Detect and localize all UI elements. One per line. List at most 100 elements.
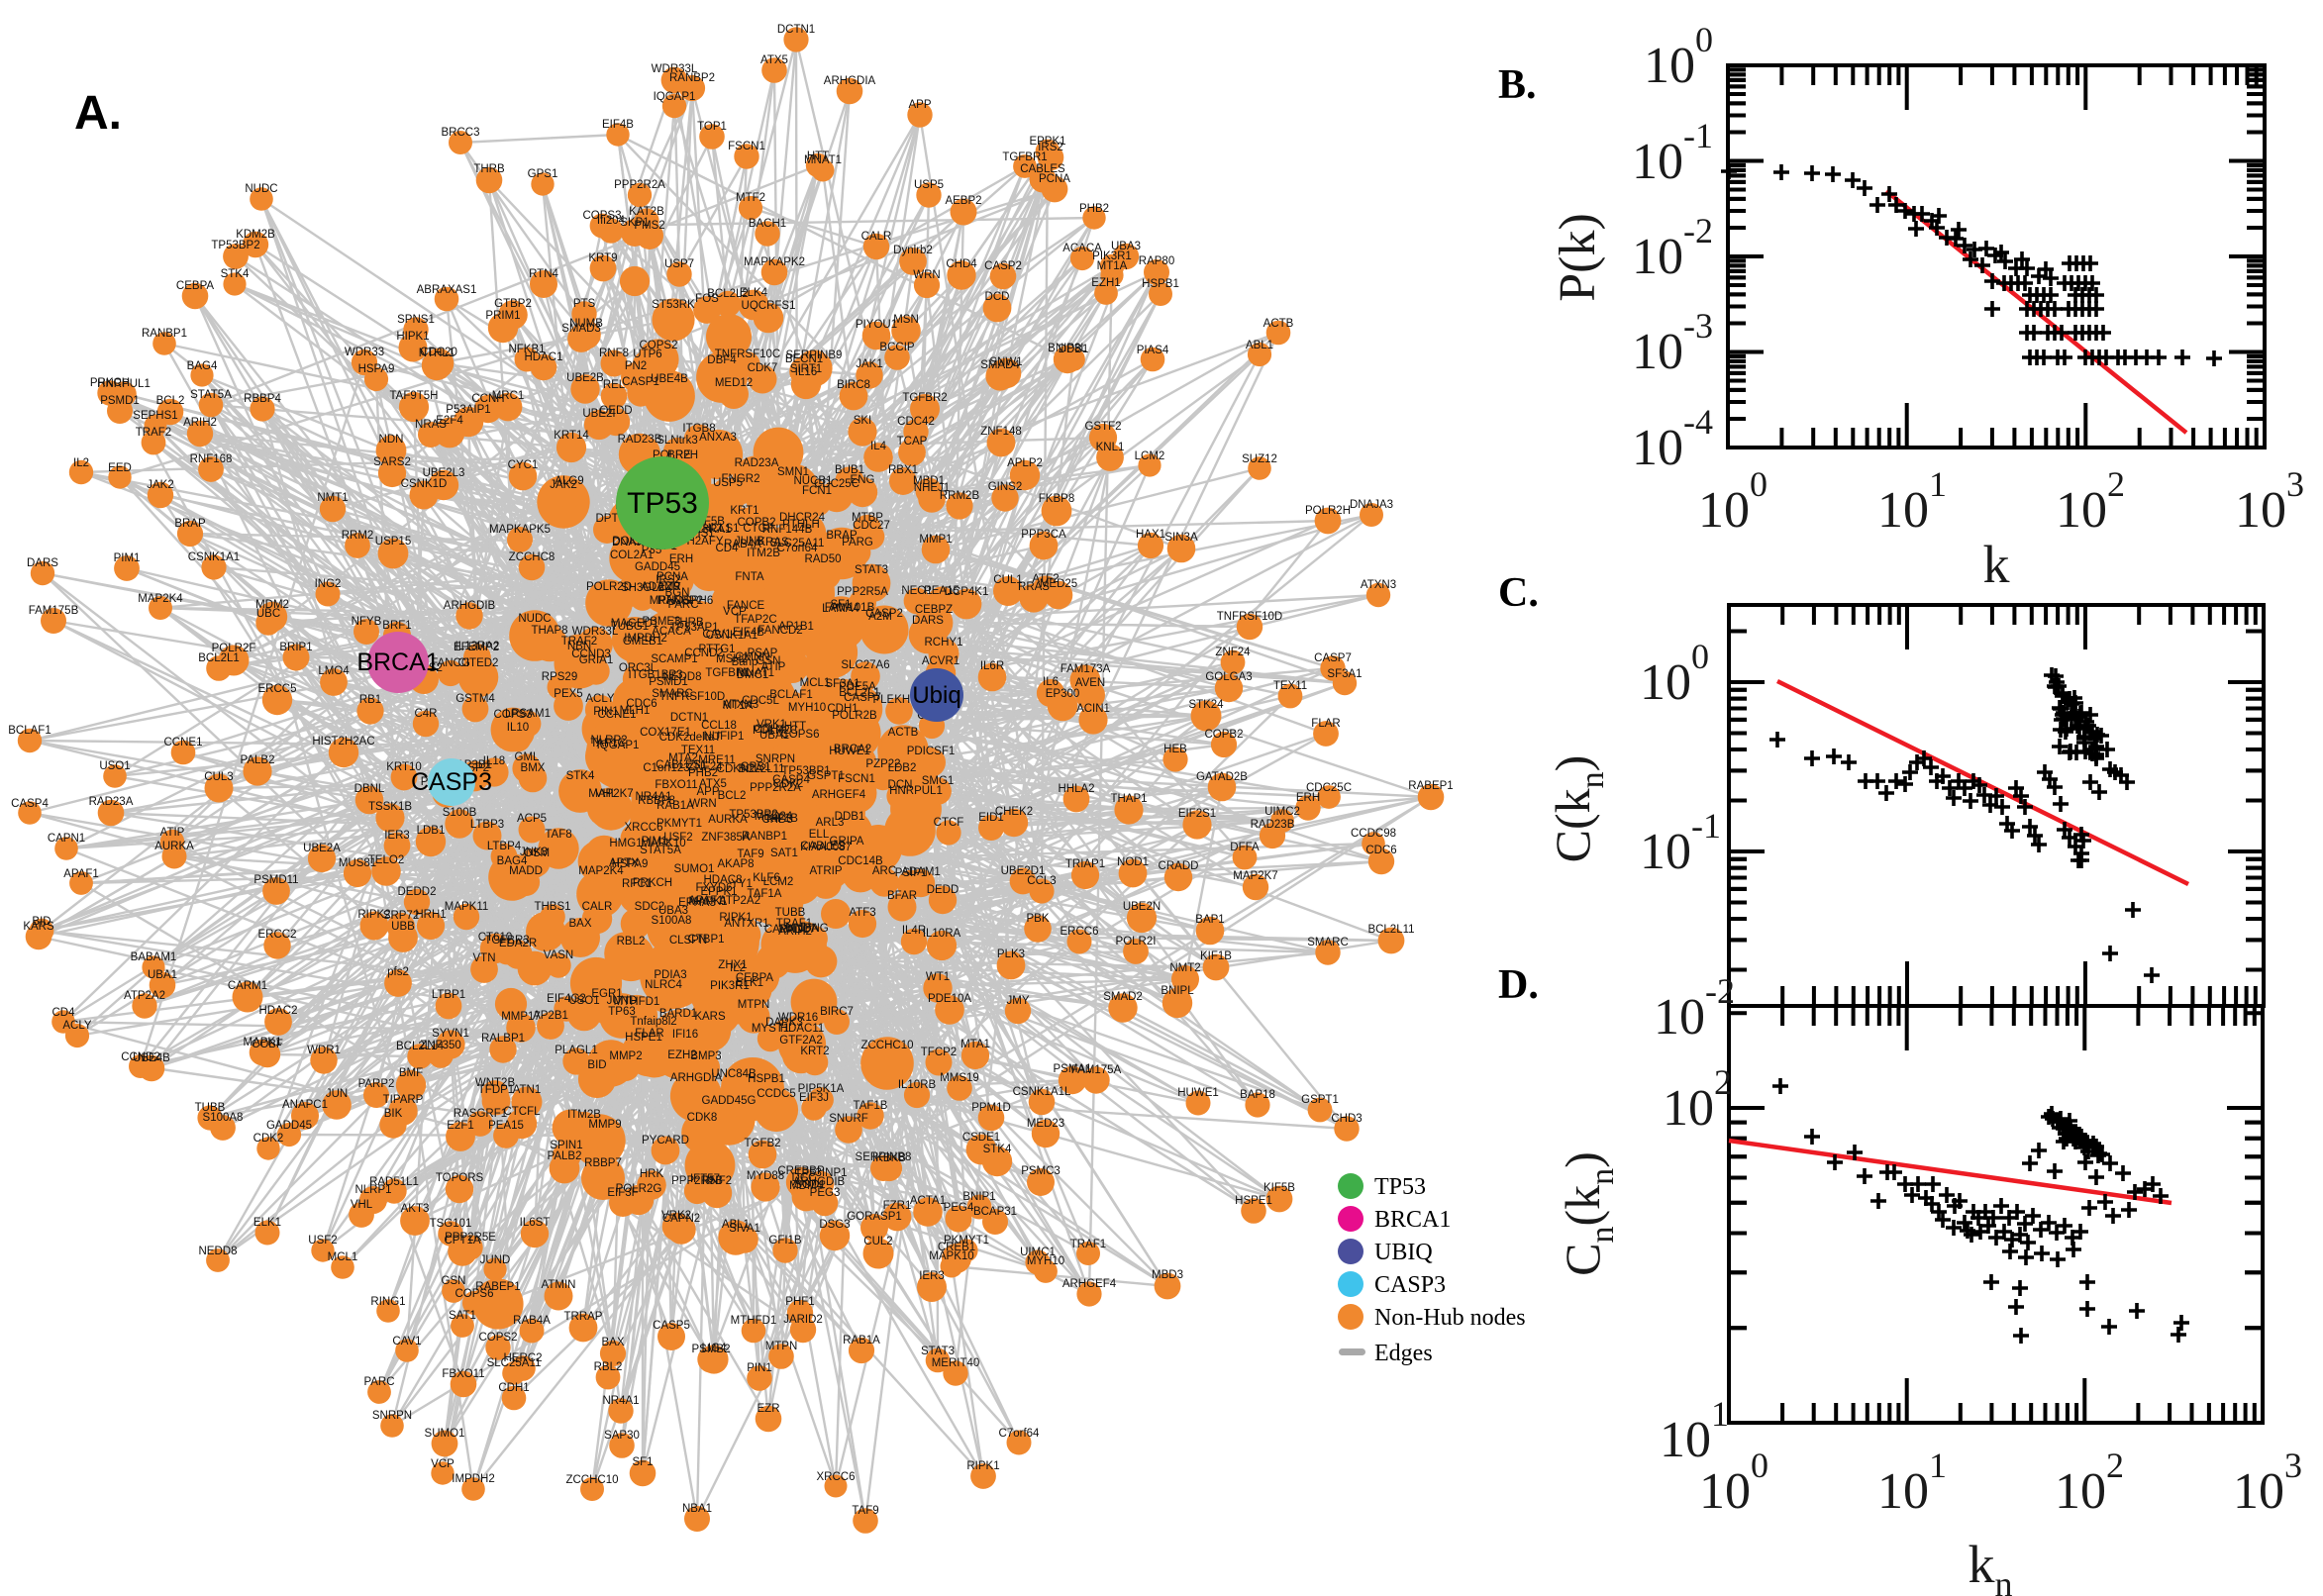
svg-text:RING1: RING1 [370, 1296, 405, 1308]
svg-text:MED23: MED23 [1027, 1118, 1064, 1130]
svg-text:D.: D. [1498, 962, 1539, 1008]
svg-text:SIN3A: SIN3A [1164, 532, 1198, 544]
svg-text:THAP8: THAP8 [531, 625, 567, 637]
svg-text:SYVN1: SYVN1 [432, 1028, 469, 1040]
svg-text:ATRIP: ATRIP [809, 865, 842, 877]
svg-text:CTCFL: CTCFL [503, 1106, 541, 1118]
svg-text:GINS2: GINS2 [988, 481, 1023, 493]
svg-text:LTBP1: LTBP1 [432, 989, 465, 1001]
svg-text:PEG4: PEG4 [944, 1202, 974, 1214]
svg-text:RNF168: RNF168 [190, 453, 233, 465]
svg-text:APTX: APTX [609, 857, 639, 869]
svg-text:RBBP8: RBBP8 [638, 795, 675, 807]
svg-text:DARS: DARS [27, 557, 58, 569]
svg-text:CCL3: CCL3 [1027, 875, 1056, 887]
svg-text:PEA15: PEA15 [488, 1120, 524, 1132]
svg-text:REL: REL [603, 379, 626, 391]
svg-text:PSMA1: PSMA1 [1054, 1063, 1092, 1075]
svg-text:CHD3: CHD3 [1331, 1113, 1362, 1125]
svg-text:CALR: CALR [582, 901, 613, 913]
svg-text:ABRAXAS1: ABRAXAS1 [417, 284, 477, 296]
svg-text:FAM101B: FAM101B [825, 602, 875, 614]
svg-text:IL2: IL2 [73, 457, 89, 469]
svg-text:PEX5: PEX5 [554, 688, 582, 700]
svg-text:HMG1: HMG1 [609, 838, 642, 849]
svg-text:BID: BID [587, 1059, 606, 1071]
svg-text:RTN4: RTN4 [529, 268, 558, 280]
svg-text:SF1: SF1 [632, 1456, 653, 1468]
svg-text:LMO4: LMO4 [318, 665, 350, 677]
svg-text:WT1: WT1 [926, 971, 950, 983]
svg-text:ATMIN: ATMIN [542, 1279, 576, 1291]
svg-text:CUL3: CUL3 [204, 771, 233, 783]
svg-text:COPS6: COPS6 [455, 1288, 494, 1300]
svg-text:FZR1: FZR1 [883, 1200, 912, 1212]
svg-text:ABL1: ABL1 [1246, 340, 1273, 351]
svg-text:PPM1D: PPM1D [971, 1102, 1011, 1114]
svg-text:GADD45G: GADD45G [702, 1095, 757, 1107]
svg-text:ZCCHC8: ZCCHC8 [509, 551, 556, 563]
svg-text:RAP80: RAP80 [1139, 255, 1174, 267]
svg-text:GSTM4: GSTM4 [455, 693, 495, 705]
svg-text:A2M: A2M [868, 611, 892, 623]
svg-text:ZCCHC10: ZCCHC10 [565, 1474, 618, 1486]
svg-text:UQCRFS1: UQCRFS1 [742, 300, 796, 312]
svg-text:MCL1: MCL1 [328, 1251, 358, 1263]
svg-text:RASGRF1: RASGRF1 [454, 1108, 507, 1120]
svg-text:USF2: USF2 [308, 1235, 337, 1247]
svg-text:IL4R: IL4R [902, 925, 926, 937]
svg-text:S100A8: S100A8 [203, 1112, 244, 1124]
svg-text:VTN: VTN [473, 952, 496, 964]
svg-text:RBBP4: RBBP4 [244, 393, 281, 405]
svg-text:EIF3J: EIF3J [799, 1092, 829, 1104]
svg-text:TOP1: TOP1 [697, 121, 727, 133]
svg-text:DMC1: DMC1 [737, 669, 769, 681]
svg-text:ATXN3: ATXN3 [1361, 579, 1396, 591]
svg-text:PHF1: PHF1 [785, 1296, 814, 1308]
svg-text:USP5: USP5 [914, 179, 944, 191]
svg-text:LTBP4: LTBP4 [487, 841, 522, 852]
svg-text:GPS1: GPS1 [528, 168, 558, 180]
svg-text:RAD23A: RAD23A [735, 457, 779, 469]
svg-text:IKBKB: IKBKB [872, 1152, 906, 1164]
svg-text:JUN: JUN [326, 1088, 348, 1100]
svg-text:BMX: BMX [521, 762, 546, 774]
svg-text:GTBP2: GTBP2 [494, 298, 532, 310]
svg-text:EGR1: EGR1 [591, 988, 622, 1000]
svg-text:RAD23B: RAD23B [618, 434, 662, 446]
svg-text:MAPKAPK5: MAPKAPK5 [489, 524, 551, 536]
svg-text:CUL1: CUL1 [993, 574, 1022, 586]
svg-text:CASP2: CASP2 [984, 260, 1022, 272]
svg-text:CDK7: CDK7 [748, 362, 778, 374]
svg-text:IL18: IL18 [483, 755, 505, 767]
svg-text:PDE5A: PDE5A [839, 681, 876, 693]
svg-text:IL10RA: IL10RA [923, 928, 961, 940]
svg-text:MAP2K4: MAP2K4 [138, 593, 183, 605]
svg-text:BIK: BIK [384, 1108, 403, 1120]
svg-text:HAX1: HAX1 [1136, 529, 1165, 541]
svg-text:GFI1B: GFI1B [768, 1235, 802, 1247]
svg-text:TAF9T5H: TAF9T5H [390, 390, 439, 402]
svg-text:SF3A1: SF3A1 [1327, 668, 1362, 680]
svg-text:TFCP2: TFCP2 [921, 1047, 957, 1058]
svg-text:UBE2A: UBE2A [303, 843, 341, 854]
svg-text:UBIQ: UBIQ [1374, 1240, 1433, 1265]
svg-text:CDC42: CDC42 [897, 416, 935, 428]
svg-text:ACVR1: ACVR1 [922, 655, 960, 667]
svg-text:ARHGDIA: ARHGDIA [824, 75, 876, 87]
svg-text:CRADD: CRADD [1159, 860, 1199, 872]
svg-text:P(k): P(k) [1550, 213, 1606, 302]
svg-text:BNIPL: BNIPL [1161, 985, 1194, 997]
svg-text:JAK2: JAK2 [147, 479, 174, 491]
svg-text:UIMC2: UIMC2 [1264, 806, 1300, 818]
svg-text:DCN: DCN [888, 779, 913, 791]
svg-text:FBXO11: FBXO11 [655, 779, 697, 791]
svg-text:Edges: Edges [1374, 1341, 1433, 1366]
svg-text:PTS: PTS [573, 298, 596, 310]
svg-text:RAB4A: RAB4A [513, 1315, 551, 1327]
svg-text:NUFIP1: NUFIP1 [704, 731, 745, 743]
svg-text:AEBP2: AEBP2 [945, 195, 981, 207]
svg-text:ARL3: ARL3 [816, 817, 845, 829]
svg-text:HDAC8: HDAC8 [704, 874, 743, 886]
svg-text:MERIT40: MERIT40 [932, 1357, 980, 1369]
